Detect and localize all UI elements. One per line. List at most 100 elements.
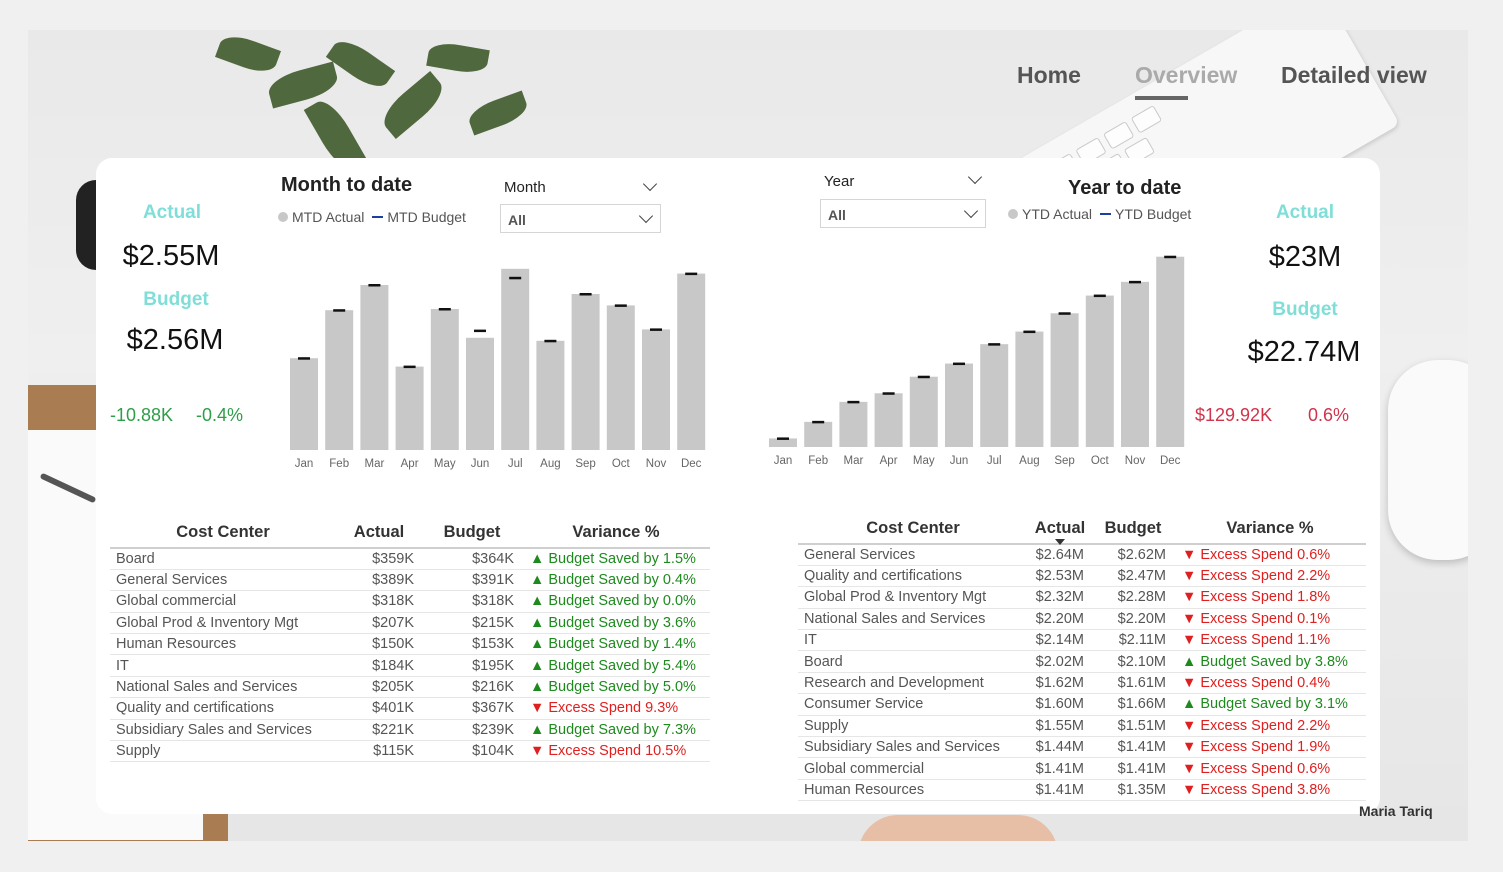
chevron-down-icon — [638, 208, 654, 224]
x-tick-label: Sep — [575, 458, 595, 470]
chevron-down-icon — [963, 203, 979, 219]
table-row[interactable]: Subsidiary Sales and Services $1.44M $1.41… — [798, 736, 1366, 759]
col-header-variance[interactable]: Variance % — [1174, 514, 1366, 545]
mtd-variance-amount: -10.88K — [110, 405, 174, 425]
cell-variance: ▲ Budget Saved by 3.8% — [1174, 650, 1366, 673]
bar-mar[interactable] — [360, 285, 389, 450]
bar-apr[interactable] — [874, 393, 903, 447]
bar-oct[interactable] — [1085, 295, 1114, 447]
bar-sep[interactable] — [1050, 313, 1079, 447]
budget-marker-aug — [544, 339, 557, 343]
bar-oct[interactable] — [606, 305, 635, 450]
table-row[interactable]: Human Resources $150K $153K ▲ Budget Saved … — [110, 633, 710, 656]
year-slicer-collapse-icon[interactable] — [967, 169, 983, 185]
nav-home-button[interactable]: Home — [1017, 62, 1081, 88]
x-tick-label: Mar — [843, 455, 863, 467]
cell-actual: $401K — [336, 697, 422, 720]
col-header-cost-center[interactable]: Cost Center — [110, 518, 336, 549]
table-row[interactable]: Supply $115K $104K ▼ Excess Spend 10.5% — [110, 740, 710, 763]
cell-variance: ▲ Budget Saved by 1.4% — [522, 633, 710, 656]
bar-jan[interactable] — [769, 438, 797, 447]
year-slicer-dropdown[interactable]: All — [820, 199, 986, 228]
bar-nov[interactable] — [642, 329, 670, 450]
bar-apr[interactable] — [395, 366, 424, 450]
table-row[interactable]: National Sales and Services $205K $216K ▲ B… — [110, 676, 710, 699]
budget-marker-aug — [1023, 330, 1036, 334]
bar-aug[interactable] — [1015, 331, 1044, 447]
nav-overview-button[interactable]: Overview — [1135, 62, 1238, 88]
page-navigation: Home Overview Detailed view — [0, 60, 1503, 110]
budget-marker-sep — [1058, 312, 1071, 315]
month-slicer-dropdown[interactable]: All — [500, 204, 661, 233]
cell-actual: $1.41M — [1028, 779, 1092, 802]
table-row[interactable]: Subsidiary Sales and Services $221K $239K ▲… — [110, 719, 710, 742]
bar-dec[interactable] — [1156, 256, 1185, 447]
bar-mar[interactable] — [839, 401, 868, 447]
x-tick-label: May — [913, 455, 935, 467]
bar-feb[interactable] — [325, 310, 354, 450]
table-row[interactable]: Board $359K $364K ▲ Budget Saved by 1.5% — [110, 548, 710, 570]
budget-marker-mar — [368, 284, 381, 287]
col-header-variance[interactable]: Variance % — [522, 518, 710, 549]
bar-feb[interactable] — [804, 421, 833, 447]
table-row[interactable]: National Sales and Services $2.20M $2.20M ▼… — [798, 608, 1366, 631]
cell-budget: $1.41M — [1092, 757, 1174, 780]
mtd-table-body: Board $359K $364K ▲ Budget Saved by 1.5% Gen… — [110, 548, 710, 763]
col-header-budget[interactable]: Budget — [1092, 514, 1174, 545]
table-row[interactable]: Consumer Service $1.60M $1.66M ▲ Budget Sav… — [798, 693, 1366, 716]
table-row[interactable]: Global Prod & Inventory Mgt $207K $215K ▲ B… — [110, 612, 710, 635]
budget-marker-jun — [474, 329, 486, 333]
col-header-budget[interactable]: Budget — [422, 518, 522, 549]
table-row[interactable]: General Services $2.64M $2.62M ▼ Excess Spe… — [798, 544, 1366, 566]
bar-aug[interactable] — [536, 340, 565, 450]
bar-jan[interactable] — [290, 358, 318, 450]
mtd-variance-percent: -0.4% — [196, 405, 244, 425]
cell-actual: $359K — [336, 548, 422, 570]
table-row[interactable]: Research and Development $1.62M $1.61M ▼ Ex… — [798, 672, 1366, 695]
col-header-actual[interactable]: Actual — [1028, 514, 1092, 545]
bar-nov[interactable] — [1121, 281, 1149, 447]
table-row[interactable]: Human Resources $1.41M $1.35M ▼ Excess Spen… — [798, 779, 1366, 802]
bar-dec[interactable] — [677, 273, 706, 450]
ytd-table-body: General Services $2.64M $2.62M ▼ Excess Spe… — [798, 544, 1366, 802]
x-tick-label: Oct — [1091, 455, 1110, 467]
table-row[interactable]: Board $2.02M $2.10M ▲ Budget Saved by 3.8% — [798, 650, 1366, 673]
nav-detailed-view-button[interactable]: Detailed view — [1281, 62, 1427, 88]
year-slicer-value: All — [828, 207, 846, 223]
budget-marker-jul — [509, 276, 522, 280]
budget-marker-nov — [650, 328, 662, 331]
table-row[interactable]: IT $184K $195K ▲ Budget Saved by 5.4% — [110, 654, 710, 677]
bar-sep[interactable] — [571, 294, 600, 450]
bar-jul[interactable] — [980, 344, 1009, 447]
table-row[interactable]: IT $2.14M $2.11M ▼ Excess Spend 1.1% — [798, 629, 1366, 652]
table-row[interactable]: General Services $389K $391K ▲ Budget Saved… — [110, 569, 710, 592]
month-slicer-collapse-icon[interactable] — [642, 176, 658, 192]
cell-cost-center: Global Prod & Inventory Mgt — [110, 612, 336, 635]
x-tick-label: Jul — [987, 455, 1002, 467]
table-row[interactable]: Quality and certifications $2.53M $2.47M ▼ … — [798, 565, 1366, 588]
table-row[interactable]: Supply $1.55M $1.51M ▼ Excess Spend 2.2% — [798, 715, 1366, 738]
cell-budget: $367K — [422, 697, 522, 720]
cell-cost-center: General Services — [798, 544, 1028, 566]
ytd-cost-center-table: Cost Center Actual Budget Variance % Gen… — [798, 514, 1366, 802]
cell-budget: $2.20M — [1092, 608, 1174, 631]
x-tick-label: Aug — [1019, 455, 1039, 467]
table-row[interactable]: Global commercial $318K $318K ▲ Budget Save… — [110, 590, 710, 613]
table-row[interactable]: Quality and certifications $401K $367K ▼ Ex… — [110, 697, 710, 720]
mouse-decoration — [1388, 360, 1468, 560]
bar-jun[interactable] — [466, 337, 494, 450]
bar-may[interactable] — [909, 376, 938, 447]
table-row[interactable]: Global Prod & Inventory Mgt $2.32M $2.28M ▼… — [798, 586, 1366, 609]
cell-cost-center: Quality and certifications — [110, 697, 336, 720]
bar-jul[interactable] — [501, 268, 530, 450]
ytd-variance-amount: $129.92K — [1195, 405, 1273, 425]
x-tick-label: Oct — [612, 458, 631, 470]
bar-jun[interactable] — [945, 363, 973, 447]
sort-descending-icon[interactable] — [1055, 539, 1065, 545]
cell-variance: ▲ Budget Saved by 3.1% — [1174, 693, 1366, 716]
col-header-actual[interactable]: Actual — [336, 518, 422, 549]
table-row[interactable]: Global commercial $1.41M $1.41M ▼ Excess Sp… — [798, 757, 1366, 780]
x-tick-label: Apr — [880, 455, 898, 467]
col-header-cost-center[interactable]: Cost Center — [798, 514, 1028, 545]
bar-may[interactable] — [430, 309, 459, 450]
